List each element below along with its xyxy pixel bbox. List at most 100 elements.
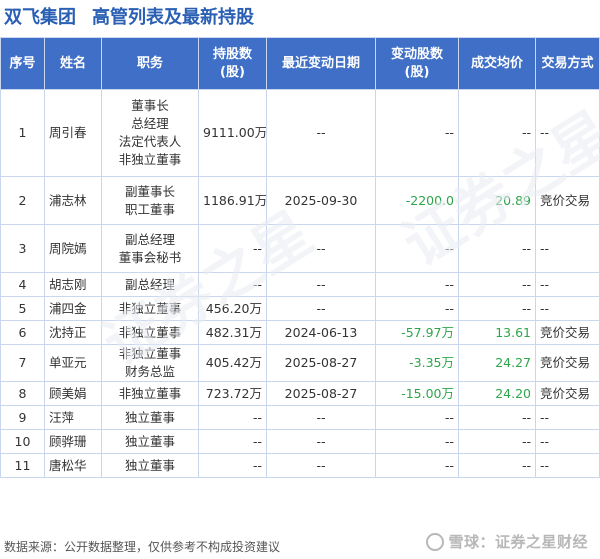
change-shares: -15.00万 <box>375 381 459 406</box>
company-name: 双飞集团 <box>4 7 76 28</box>
shares-held: 482.31万 <box>198 320 267 345</box>
shares-held: 723.72万 <box>198 381 267 406</box>
position-title: 独立董事 <box>124 433 175 449</box>
avg-price: 24.27 <box>458 344 536 382</box>
col-header-change: 变动股数 (股) <box>375 37 459 90</box>
table-row: 5 浦四金 非独立董事 456.20万 -- -- -- -- <box>0 296 600 321</box>
row-index: 3 <box>0 224 45 273</box>
trade-method: -- <box>535 89 600 177</box>
header-label: 姓名 <box>59 55 86 71</box>
shares-held: 9111.00万 <box>198 89 267 177</box>
position-title: 非独立董事 <box>118 346 182 361</box>
change-shares: -- <box>375 429 459 454</box>
table-row: 3 周院嫣 副总经理 董事会秘书 -- -- -- -- -- <box>0 224 600 273</box>
last-change-date: -- <box>266 89 376 177</box>
row-index: 5 <box>0 296 45 321</box>
executive-name: 唐松华 <box>44 453 102 478</box>
shares-held: 456.20万 <box>198 296 267 321</box>
position-title: 非独立董事 <box>118 300 182 316</box>
shares-held: -- <box>198 272 267 297</box>
last-change-date: -- <box>266 296 376 321</box>
row-index: 4 <box>0 272 45 297</box>
change-shares: -57.97万 <box>375 320 459 345</box>
trade-method: 竞价交易 <box>535 381 600 406</box>
last-change-date: 2025-09-30 <box>266 176 376 225</box>
shares-held: -- <box>198 405 267 430</box>
table-body: 1 周引春 董事长 总经理 法定代表人 非独立董事 9111.00万 -- -- -- -- 2 浦志林… <box>0 89 600 478</box>
avg-price: -- <box>458 89 536 177</box>
executive-name: 胡志刚 <box>44 272 102 297</box>
avg-price: -- <box>458 296 536 321</box>
executive-positions: 副董事长 职工董事 <box>101 176 199 225</box>
row-index: 7 <box>0 344 45 382</box>
avg-price: 20.89 <box>458 176 536 225</box>
executive-positions: 独立董事 <box>101 453 199 478</box>
last-change-date: 2025-08-27 <box>266 381 376 406</box>
executive-name: 浦四金 <box>44 296 102 321</box>
last-change-date: -- <box>266 405 376 430</box>
last-change-date: 2025-08-27 <box>266 344 376 382</box>
snowball-icon <box>426 533 445 551</box>
header-label: 序号 <box>9 55 36 71</box>
executive-name: 沈持正 <box>44 320 102 345</box>
shares-held: 1186.91万 <box>198 176 267 225</box>
executive-positions: 非独立董事 财务总监 <box>101 344 199 382</box>
executive-positions: 独立董事 <box>101 429 199 454</box>
change-shares: -- <box>375 272 459 297</box>
header-label: (股) <box>220 64 245 80</box>
change-shares: -2200.0 <box>375 176 459 225</box>
executive-positions: 非独立董事 <box>101 296 199 321</box>
avg-price: -- <box>458 405 536 430</box>
position-title: 总经理 <box>131 116 169 131</box>
change-shares: -- <box>375 296 459 321</box>
trade-method: -- <box>535 429 600 454</box>
position-title: 独立董事 <box>124 409 175 425</box>
position-title: 董事会秘书 <box>118 249 182 265</box>
position-title: 董事长 <box>131 98 169 113</box>
table-row: 11 唐松华 独立董事 -- -- -- -- -- <box>0 453 600 478</box>
table-row: 1 周引春 董事长 总经理 法定代表人 非独立董事 9111.00万 -- -- -- -- <box>0 89 600 177</box>
executive-name: 周院嫣 <box>44 224 102 273</box>
row-index: 6 <box>0 320 45 345</box>
col-header-date: 最近变动日期 <box>266 37 376 90</box>
last-change-date: 2024-06-13 <box>266 320 376 345</box>
position-title: 副总经理 <box>124 276 175 292</box>
executive-positions: 非独立董事 <box>101 381 199 406</box>
header-label: 职务 <box>136 55 163 71</box>
col-header-position: 职务 <box>101 37 199 90</box>
table-row: 6 沈持正 非独立董事 482.31万 2024-06-13 -57.97万 13.61 竞价… <box>0 320 600 345</box>
last-change-date: -- <box>266 224 376 273</box>
col-header-index: 序号 <box>0 37 45 90</box>
trade-method: -- <box>535 405 600 430</box>
title-bar: 双飞集团 高管列表及最新持股 <box>0 0 600 32</box>
table-row: 8 顾美娟 非独立董事 723.72万 2025-08-27 -15.00万 24.20 竞价… <box>0 381 600 406</box>
position-title: 法定代表人 <box>118 134 182 149</box>
executive-positions: 副总经理 董事会秘书 <box>101 224 199 273</box>
row-index: 9 <box>0 405 45 430</box>
trade-method: -- <box>535 224 600 273</box>
row-index: 8 <box>0 381 45 406</box>
row-index: 2 <box>0 176 45 225</box>
executive-name: 浦志林 <box>44 176 102 225</box>
change-shares: -3.35万 <box>375 344 459 382</box>
avg-price: 24.20 <box>458 381 536 406</box>
table-header-row: 序号 姓名 职务 持股数 (股) 最近变动日期 变动股数 (股) 成交均价 交易方式 <box>0 37 600 90</box>
position-title: 独立董事 <box>124 457 175 473</box>
executive-positions: 副总经理 <box>101 272 199 297</box>
shares-held: 405.42万 <box>198 344 267 382</box>
last-change-date: -- <box>266 429 376 454</box>
trade-method: 竞价交易 <box>535 176 600 225</box>
trade-method: 竞价交易 <box>535 344 600 382</box>
col-header-price: 成交均价 <box>458 37 536 90</box>
col-header-method: 交易方式 <box>535 37 600 90</box>
avg-price: -- <box>458 224 536 273</box>
change-shares: -- <box>375 405 459 430</box>
header-label: 最近变动日期 <box>281 55 360 71</box>
shares-held: -- <box>198 429 267 454</box>
brand-label: 雪球：证券之星财经 <box>448 533 588 551</box>
position-title: 非独立董事 <box>118 152 182 167</box>
trade-method: 竞价交易 <box>535 320 600 345</box>
executive-name: 周引春 <box>44 89 102 177</box>
table-row: 9 汪萍 独立董事 -- -- -- -- -- <box>0 405 600 430</box>
col-header-name: 姓名 <box>44 37 102 90</box>
